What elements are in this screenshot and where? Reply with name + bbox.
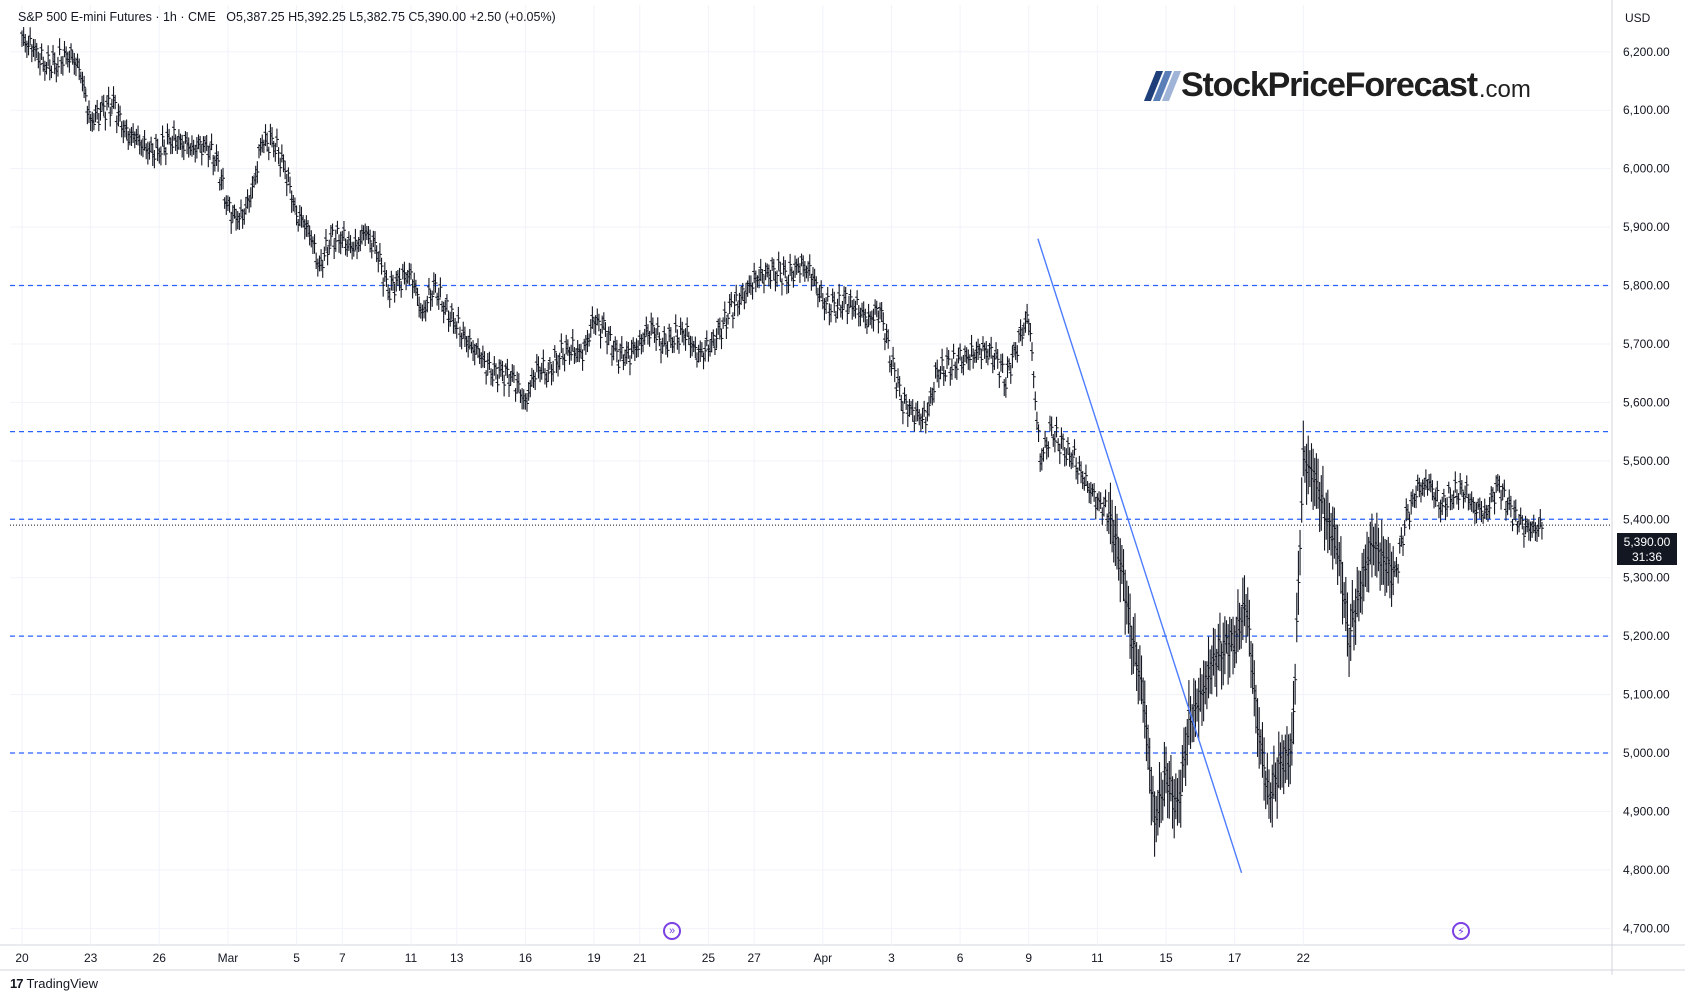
trendline (1037, 238, 1243, 874)
logo-slashes-icon (1143, 70, 1182, 101)
bar-countdown: 31:36 (1631, 550, 1663, 564)
interval-label[interactable]: 1h (162, 10, 177, 24)
x-tick-label: 20 (15, 951, 29, 965)
x-tick-label: 5 (293, 951, 300, 965)
y-tick-label: 6,000.00 (1623, 162, 1670, 176)
x-tick-label: 15 (1159, 951, 1173, 965)
y-tick-label: 5,100.00 (1623, 688, 1670, 702)
x-tick-label: 21 (633, 951, 647, 965)
x-tick-label: 25 (702, 951, 716, 965)
x-tick-label: 3 (888, 951, 895, 965)
y-tick-label: 5,300.00 (1623, 571, 1670, 585)
x-tick-label: 23 (84, 951, 98, 965)
x-tick-label: 16 (519, 951, 533, 965)
stockpriceforecast-logo: StockPriceForecast .com (1143, 66, 1531, 105)
x-tick-label: 13 (450, 951, 464, 965)
y-tick-label: 5,000.00 (1623, 746, 1670, 760)
y-tick-label: 4,800.00 (1623, 863, 1670, 877)
y-tick-label: 5,400.00 (1623, 512, 1670, 526)
y-tick-label: 5,800.00 (1623, 279, 1670, 293)
x-tick-label: 9 (1025, 951, 1032, 965)
symbol-name[interactable]: S&P 500 E-mini Futures (18, 10, 152, 24)
x-tick-label: 26 (153, 951, 167, 965)
open-value: O5,387.25 (226, 10, 285, 24)
x-tick-label: Mar (218, 951, 239, 965)
skip-forward-icon[interactable]: » (663, 922, 681, 940)
close-value: C5,390.00 (408, 10, 467, 24)
x-tick-label: 11 (1091, 951, 1104, 965)
y-tick-label: 5,900.00 (1623, 220, 1670, 234)
y-tick-label: 4,700.00 (1623, 921, 1670, 935)
exchange-label: CME (188, 10, 216, 24)
tradingview-logo-icon: 17 (10, 976, 24, 991)
x-tick-label: 27 (747, 951, 761, 965)
y-tick-label: 5,500.00 (1623, 454, 1670, 468)
currency-label[interactable]: USD (1625, 11, 1651, 25)
logo-tld-text: .com (1478, 75, 1531, 103)
x-tick-label: 19 (587, 951, 601, 965)
x-tick-label: 7 (339, 951, 346, 965)
x-tick-label: 11 (405, 951, 418, 965)
high-value: H5,392.25 (288, 10, 346, 24)
symbol-header: S&P 500 E-mini Futures · 1h · CME O5,387… (18, 10, 556, 24)
y-tick-label: 4,900.00 (1623, 804, 1670, 818)
tradingview-label: TradingView (26, 976, 99, 991)
y-tick-label: 5,600.00 (1623, 395, 1670, 409)
last-price-value: 5,390.00 (1623, 535, 1671, 549)
change-value: +2.50 (+0.05%) (469, 10, 556, 24)
flash-icon[interactable]: ⚡ (1452, 922, 1470, 940)
y-tick-label: 6,100.00 (1623, 103, 1670, 117)
y-tick-label: 5,700.00 (1623, 337, 1670, 351)
low-value: L5,382.75 (349, 10, 405, 24)
x-tick-label: 17 (1228, 951, 1242, 965)
y-tick-label: 6,200.00 (1623, 45, 1670, 59)
logo-brand-text: StockPriceForecast (1181, 66, 1478, 104)
tradingview-footer[interactable]: 17 TradingView (10, 976, 98, 991)
x-tick-label: Apr (813, 951, 832, 965)
last-price-badge: 5,390.00 31:36 (1617, 533, 1677, 565)
x-tick-label: 6 (957, 951, 964, 965)
y-tick-label: 5,200.00 (1623, 629, 1670, 643)
x-tick-label: 22 (1297, 951, 1311, 965)
